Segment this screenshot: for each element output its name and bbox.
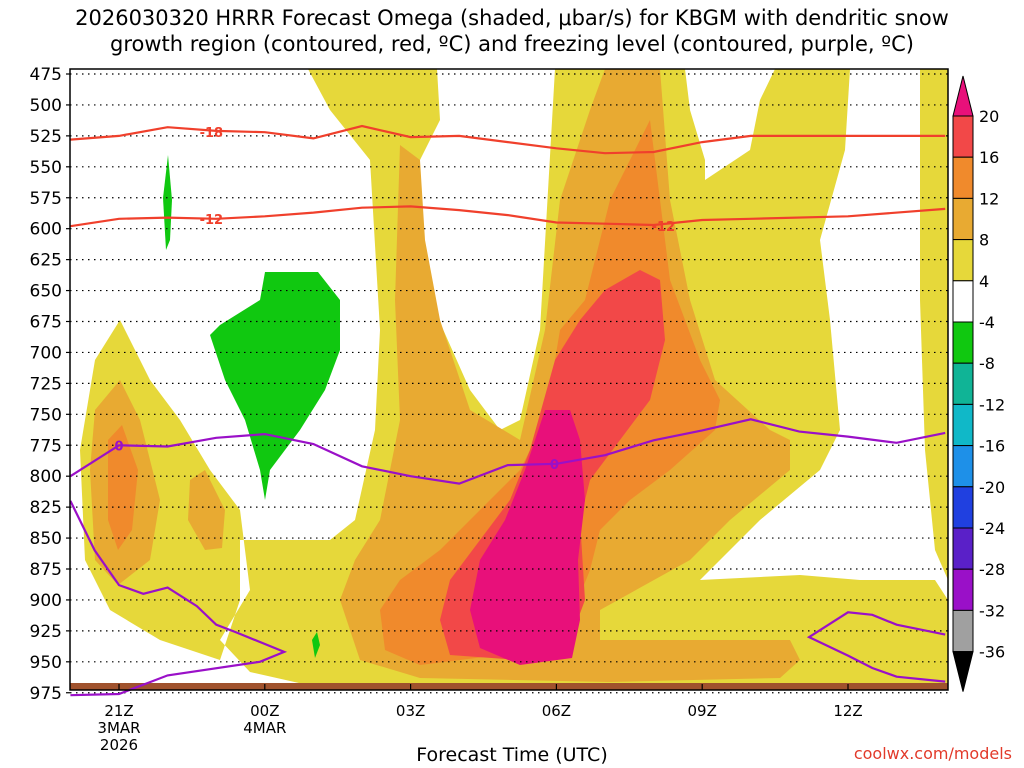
colorbar-segment xyxy=(952,445,974,488)
omega-shaded-region xyxy=(80,69,948,690)
colorbar-tick-label: 12 xyxy=(979,189,999,208)
x-tick-label: 2026 xyxy=(100,736,138,754)
dgz-contour xyxy=(70,124,946,155)
y-tick-label: 850 xyxy=(30,529,62,549)
colorbar-segment xyxy=(952,280,974,323)
y-tick-label: 700 xyxy=(30,343,62,363)
colorbar-tick-label: -28 xyxy=(979,560,1005,579)
colorbar-tick-label: 4 xyxy=(979,272,989,291)
colorbar-segment xyxy=(952,527,974,570)
x-tick-label: 4MAR xyxy=(243,719,286,737)
colorbar-segment xyxy=(952,403,974,447)
omega-shaded-region xyxy=(210,272,340,500)
colorbar: 20 16 12 8 4 -4 -8 -12 -16 -20 -24 -28 -32 -36 xyxy=(952,75,1005,692)
y-tick-label: 925 xyxy=(30,622,62,642)
y-tick-label: 875 xyxy=(30,560,62,580)
colorbar-segment xyxy=(952,115,974,158)
colorbar-tick-label: -36 xyxy=(979,643,1005,662)
x-tick-label: 12Z xyxy=(833,702,862,720)
terrain-strip xyxy=(70,683,948,690)
y-tick-label: 600 xyxy=(30,220,62,240)
colorbar-tick-label: -32 xyxy=(979,601,1005,620)
colorbar-segment xyxy=(952,362,974,405)
y-tick-label: 500 xyxy=(30,96,62,116)
y-tick-label: 950 xyxy=(30,653,62,673)
colorbar-segment xyxy=(952,321,974,364)
x-tick-label: 09Z xyxy=(688,702,717,720)
x-tick-label: 21Z xyxy=(104,702,133,720)
chart-title-line1: 2026030320 HRRR Forecast Omega (shaded, … xyxy=(75,6,949,30)
plot-area: -18 -12 -12 0 0 xyxy=(69,68,949,697)
colorbar-tick-label: -4 xyxy=(979,313,995,332)
y-tick-label: 675 xyxy=(30,313,62,333)
y-tick-label: 900 xyxy=(30,591,62,611)
freezing-contour-label: 0 xyxy=(550,458,559,473)
colorbar-segment xyxy=(952,156,974,199)
y-tick-label: 525 xyxy=(30,127,62,147)
y-tick-label: 825 xyxy=(30,498,62,518)
y-tick-label: 750 xyxy=(30,405,62,425)
y-tick-label: 800 xyxy=(30,467,62,487)
colorbar-segment xyxy=(952,568,974,611)
freezing-level-contour xyxy=(69,418,946,485)
colorbar-segment xyxy=(952,651,974,692)
dgz-contour-label: -18 xyxy=(200,126,224,141)
colorbar-tick-label: 8 xyxy=(979,231,989,250)
colorbar-tick-label: -8 xyxy=(979,354,995,373)
x-tick-label: 06Z xyxy=(542,702,571,720)
credit-text: coolwx.com/models xyxy=(853,744,1012,763)
dgz-contour-label: -12 xyxy=(652,220,676,235)
y-tick-label: 725 xyxy=(30,374,62,394)
x-tick-label: 3MAR xyxy=(97,719,140,737)
x-axis-title: Forecast Time (UTC) xyxy=(416,744,608,766)
chart-title-line2: growth region (contoured, red, ºC) and f… xyxy=(110,32,914,56)
omega-shaded-region xyxy=(163,155,172,250)
freezing-contour-label: 0 xyxy=(114,439,123,454)
omega-shaded-region xyxy=(312,632,320,658)
colorbar-segment xyxy=(952,239,974,282)
dgz-contour xyxy=(70,205,946,228)
colorbar-segment xyxy=(952,486,974,529)
colorbar-tick-label: 16 xyxy=(979,148,999,167)
colorbar-tick-label: -16 xyxy=(979,437,1005,456)
dgz-contour-label: -12 xyxy=(200,213,224,228)
omega-shaded-region xyxy=(188,470,225,550)
y-tick-label: 975 xyxy=(30,684,62,704)
colorbar-segment xyxy=(952,197,974,241)
colorbar-tick-label: -12 xyxy=(979,395,1005,414)
x-tick-label: 00Z xyxy=(250,702,279,720)
freezing-level-contour xyxy=(806,611,946,683)
omega-shaded-region xyxy=(920,69,948,580)
colorbar-segment xyxy=(952,75,974,117)
y-tick-label: 650 xyxy=(30,282,62,302)
omega-shaded-region xyxy=(108,425,138,550)
colorbar-tick-label: 20 xyxy=(979,107,999,126)
y-tick-label: 625 xyxy=(30,251,62,271)
colorbar-tick-label: -20 xyxy=(979,478,1005,497)
freezing-level-contour xyxy=(69,500,288,697)
colorbar-segment xyxy=(952,609,974,653)
plot-frame xyxy=(69,68,949,691)
omega-shaded-region xyxy=(800,620,900,672)
colorbar-tick-label: -24 xyxy=(979,519,1005,538)
y-tick-label: 475 xyxy=(30,65,62,85)
x-tick-label: 03Z xyxy=(396,702,425,720)
y-tick-label: 575 xyxy=(30,189,62,209)
y-tick-label: 775 xyxy=(30,436,62,456)
y-tick-label: 550 xyxy=(30,158,62,178)
